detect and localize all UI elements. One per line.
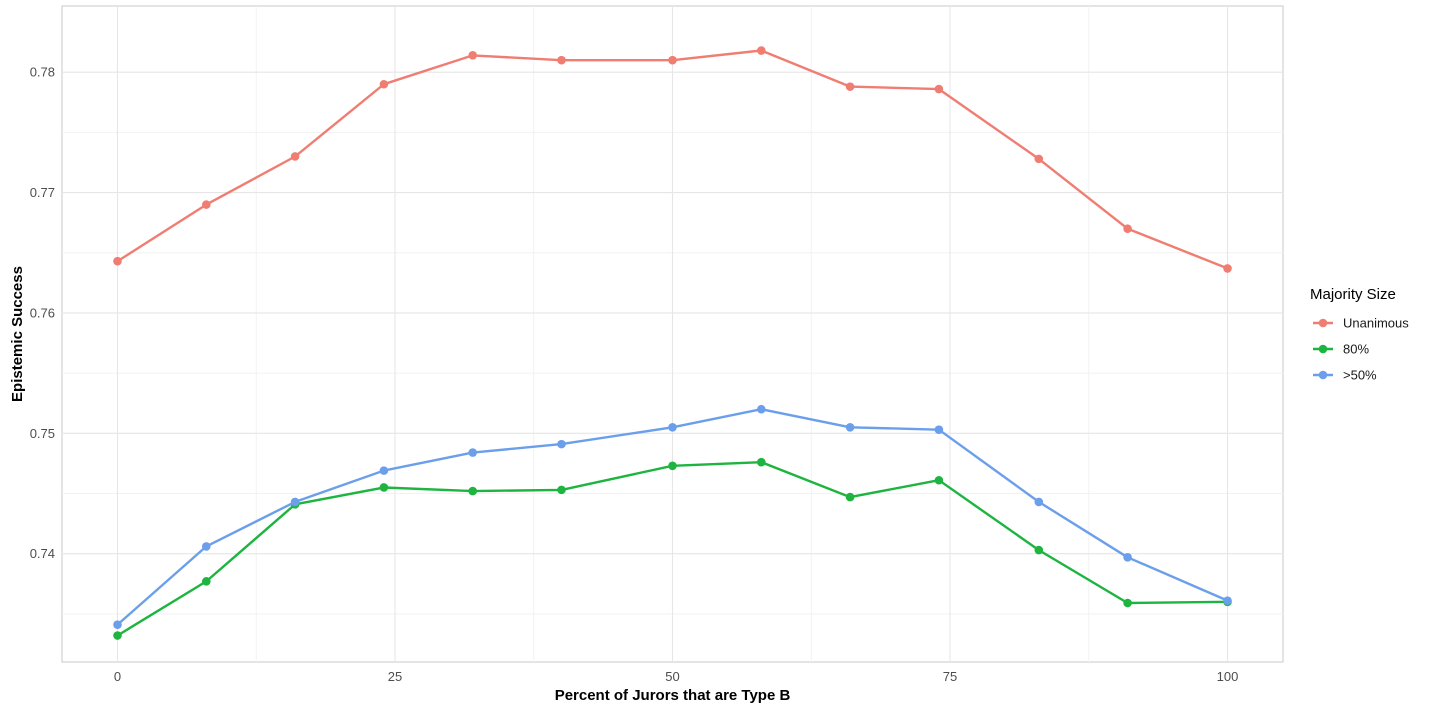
- data-point: [845, 422, 855, 432]
- data-point: [757, 46, 766, 55]
- data-point: [934, 425, 944, 434]
- data-point: [290, 152, 300, 161]
- data-point: [1034, 545, 1044, 555]
- data-point: [1123, 598, 1132, 608]
- x-tick-label: 25: [388, 669, 402, 684]
- data-point: [934, 84, 944, 94]
- data-point: [1223, 264, 1232, 273]
- legend: Majority Size Unanimous 80% >50%: [1310, 286, 1409, 383]
- y-tick-label: 0.78: [30, 65, 55, 80]
- data-point: [757, 404, 766, 414]
- y-tick-label: 0.74: [30, 546, 55, 561]
- y-tick-label: 0.76: [30, 305, 55, 320]
- data-point: [668, 461, 677, 471]
- data-point: [557, 55, 566, 65]
- legend-key-point: [1318, 344, 1328, 354]
- data-point: [202, 200, 211, 209]
- data-point: [557, 439, 566, 449]
- data-point: [113, 256, 122, 266]
- data-point: [668, 55, 677, 65]
- data-point: [202, 577, 211, 586]
- data-point: [379, 79, 389, 89]
- legend-key-point: [1318, 318, 1328, 328]
- y-tick-label: 0.77: [30, 185, 55, 200]
- data-point: [668, 422, 677, 432]
- series-layer: [113, 46, 1232, 640]
- data-point: [1223, 596, 1232, 605]
- legend-label: Unanimous: [1343, 316, 1409, 331]
- data-point: [113, 620, 122, 629]
- data-point: [934, 475, 944, 485]
- y-tick-label: 0.75: [30, 426, 55, 441]
- data-point: [1123, 552, 1132, 562]
- series-2: [113, 404, 1232, 629]
- x-axis-title: Percent of Jurors that are Type B: [555, 687, 791, 704]
- data-point: [468, 448, 478, 457]
- data-point: [1034, 497, 1044, 507]
- data-point: [202, 542, 211, 551]
- data-point: [845, 82, 855, 91]
- data-point: [845, 492, 855, 502]
- series-0: [113, 46, 1232, 273]
- data-point: [757, 457, 766, 467]
- grid: [62, 6, 1283, 662]
- data-point: [379, 483, 389, 492]
- data-point: [1034, 154, 1044, 164]
- legend-title: Majority Size: [1310, 286, 1396, 303]
- data-point: [379, 466, 389, 475]
- x-tick-label: 50: [665, 669, 679, 684]
- x-tick-label: 100: [1217, 669, 1239, 684]
- y-axis-title: Epistemic Success: [9, 266, 26, 402]
- x-tick-label: 0: [114, 669, 121, 684]
- data-point: [1123, 224, 1132, 233]
- axes: 0 25 50 75 100 0.74 0.75 0.76 0.77 0.78: [30, 65, 1239, 684]
- data-point: [557, 485, 566, 495]
- legend-label: 80%: [1343, 342, 1369, 357]
- legend-label: >50%: [1343, 368, 1377, 383]
- data-point: [468, 486, 478, 496]
- x-tick-label: 75: [943, 669, 957, 684]
- legend-item: Unanimous: [1313, 316, 1409, 331]
- data-point: [468, 51, 478, 60]
- legend-items: Unanimous 80% >50%: [1313, 316, 1409, 383]
- data-point: [113, 631, 122, 640]
- legend-item: >50%: [1313, 368, 1377, 383]
- legend-key-point: [1318, 370, 1328, 380]
- data-point: [290, 497, 300, 507]
- legend-item: 80%: [1313, 342, 1369, 357]
